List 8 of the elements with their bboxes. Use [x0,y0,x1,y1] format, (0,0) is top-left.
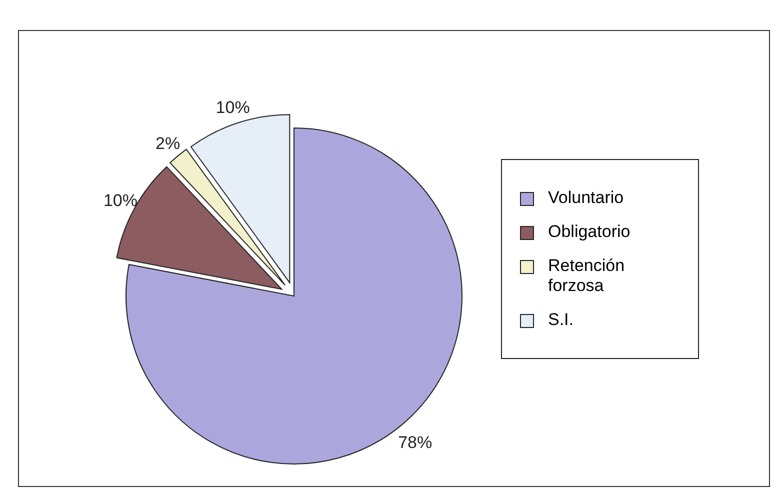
data-label: 10% [103,191,138,210]
legend-label: Retención forzosa [548,256,626,296]
legend-label: S.I. [548,310,574,330]
data-label: 78% [398,432,432,452]
legend-label: Voluntario [548,188,624,208]
data-label: 10% [216,98,250,118]
data-label: 2% [156,134,180,153]
legend-label: Obligatorio [548,222,630,242]
